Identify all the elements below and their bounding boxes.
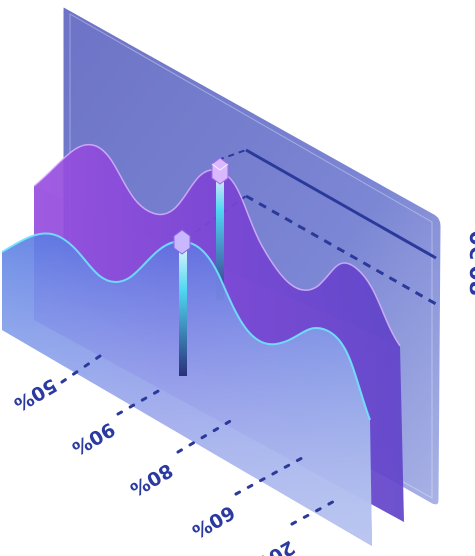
bottom-label-2: 90% <box>68 418 118 460</box>
bottom-label-1: 50% <box>10 374 60 416</box>
side-label-90: 90 <box>464 230 475 261</box>
panel-guide-lines <box>195 148 437 306</box>
front-wave-area <box>1 232 372 547</box>
side-labels: 90 80 <box>464 230 475 296</box>
bottom-axis-dashes <box>60 354 342 526</box>
bottom-label-4: 60% <box>188 501 238 543</box>
bottom-label-3: 80% <box>126 459 176 501</box>
side-label-80: 80 <box>464 265 475 296</box>
bottom-label-5: 20% <box>248 536 298 556</box>
front-pillar-marker <box>173 229 191 376</box>
back-pillar-marker <box>211 157 229 300</box>
